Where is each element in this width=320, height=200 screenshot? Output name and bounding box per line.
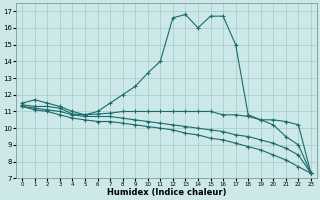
X-axis label: Humidex (Indice chaleur): Humidex (Indice chaleur) [107, 188, 226, 197]
